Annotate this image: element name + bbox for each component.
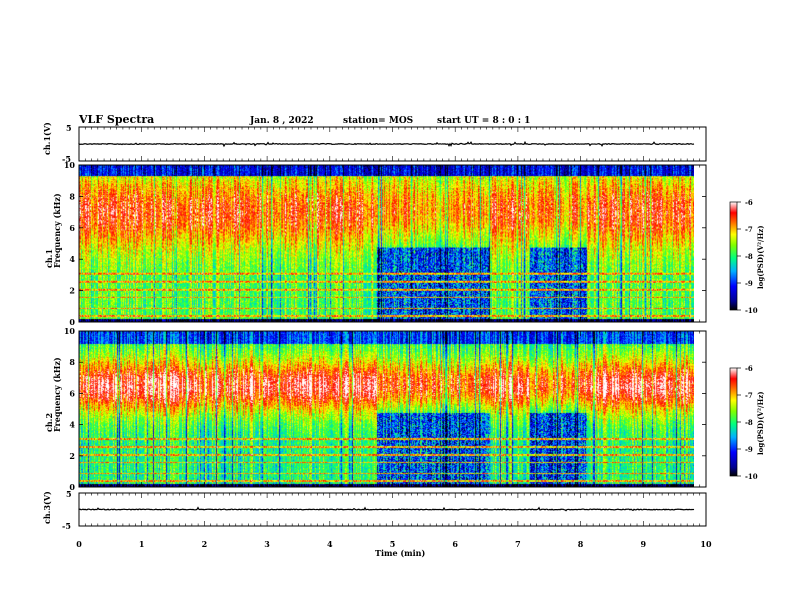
ch3-waveform-panel: 5 -5 ch.3(V) bbox=[42, 489, 707, 531]
date-label: Jan. 8 , 2022 bbox=[249, 116, 314, 126]
colorbar-tick-label: -6 bbox=[745, 364, 753, 373]
colorbar-tick-label: -9 bbox=[745, 445, 753, 454]
colorbar-2-gradient bbox=[730, 368, 737, 476]
colorbar-tick-label: -6 bbox=[745, 198, 753, 207]
waveform-line bbox=[78, 140, 695, 148]
ch1-waveform-trace bbox=[78, 140, 695, 148]
colorbar-tick-label: -7 bbox=[745, 225, 753, 234]
colorbar-2: -6 -7 -8 -9 -10 log(PSD)(V²/Hz) bbox=[729, 364, 765, 481]
colorbar-tick-label: -7 bbox=[745, 391, 753, 400]
ytick-label: 0 bbox=[69, 317, 75, 327]
ytick-label: 6 bbox=[69, 388, 75, 398]
xtick-label: 1 bbox=[139, 539, 145, 549]
ch2-spectrogram-image bbox=[79, 331, 694, 487]
colorbar-tick-label: -10 bbox=[745, 472, 758, 481]
xtick-label: 9 bbox=[641, 539, 647, 549]
ch2-spectrogram-panel: 0 2 4 6 8 10 ch.2 Frequency (kHz) bbox=[44, 326, 707, 492]
ytick-label: 0 bbox=[69, 482, 75, 492]
xtick-label: 7 bbox=[515, 539, 521, 549]
ytick-label: 8 bbox=[69, 191, 75, 201]
ytick-label: 10 bbox=[64, 326, 76, 336]
xtick-label: 5 bbox=[390, 539, 396, 549]
ch1-spectrogram-panel: 0 2 4 6 8 10 ch.1 Frequency (kHz) bbox=[44, 160, 707, 327]
colorbar-1-ticks: -6 -7 -8 -9 -10 bbox=[737, 198, 758, 315]
ch3-waveform-trace bbox=[78, 506, 695, 512]
xtick-label: 3 bbox=[264, 539, 270, 549]
ytick-label: 4 bbox=[69, 420, 75, 430]
ch1-ytick-bottom: -5 bbox=[62, 154, 71, 164]
colorbar-1-label: log(PSD)(V²/Hz) bbox=[756, 225, 765, 289]
ytick-label: 4 bbox=[69, 254, 75, 264]
colorbar-2-label: log(PSD)(V²/Hz) bbox=[756, 391, 765, 455]
colorbar-1: -6 -7 -8 -9 -10 log(PSD)(V²/Hz) bbox=[729, 198, 765, 315]
waveform-line bbox=[78, 506, 695, 512]
ytick-label: 8 bbox=[69, 357, 75, 367]
ch3-ytick-top: 5 bbox=[66, 489, 72, 499]
xtick-label: 0 bbox=[76, 539, 82, 549]
colorbar-tick-label: -8 bbox=[745, 252, 753, 261]
ch1-ytick-top: 5 bbox=[66, 123, 72, 133]
ch1-spec-ylabel: Frequency (kHz) bbox=[52, 193, 62, 268]
ytick-label: 2 bbox=[69, 451, 75, 461]
ch2-spec-label: ch.2 bbox=[44, 413, 54, 432]
xtick-label: 4 bbox=[327, 539, 333, 549]
ch3-ytick-bottom: -5 bbox=[62, 521, 71, 531]
xtick-label: 2 bbox=[202, 539, 208, 549]
station-label: station= MOS bbox=[343, 116, 413, 126]
xtick-label: 8 bbox=[578, 539, 584, 549]
start-ut-label: start UT = 8 : 0 : 1 bbox=[437, 116, 530, 126]
ytick-label: 2 bbox=[69, 286, 75, 296]
colorbar-1-gradient bbox=[730, 202, 737, 310]
figure-title: VLF Spectra bbox=[78, 113, 154, 126]
ch1-spec-label: ch.1 bbox=[44, 249, 54, 268]
ytick-label: 10 bbox=[64, 160, 76, 170]
ch3-ylabel: ch.3(V) bbox=[42, 491, 52, 524]
ch1-spectrogram-image bbox=[79, 165, 694, 322]
xtick-label: 10 bbox=[700, 539, 712, 549]
ch2-spectrogram-yticks: 0 2 4 6 8 10 bbox=[64, 326, 706, 492]
colorbar-tick-label: -10 bbox=[745, 306, 758, 315]
xtick-label: 6 bbox=[452, 539, 458, 549]
ch1-spectrogram-yticks: 0 2 4 6 8 10 bbox=[64, 160, 706, 327]
ytick-label: 6 bbox=[69, 223, 75, 233]
ch1-waveform-panel: 5 -5 ch.1(V) bbox=[42, 122, 707, 164]
colorbar-tick-label: -9 bbox=[745, 279, 753, 288]
time-axis-label: Time (min) bbox=[375, 548, 425, 558]
colorbar-2-ticks: -6 -7 -8 -9 -10 bbox=[737, 364, 758, 481]
colorbar-tick-label: -8 bbox=[745, 418, 753, 427]
time-axis: 0 1 2 3 4 5 6 7 8 9 10 bbox=[76, 127, 712, 549]
ch2-spec-ylabel: Frequency (kHz) bbox=[52, 357, 62, 432]
ch1-ylabel: ch.1(V) bbox=[42, 122, 52, 155]
